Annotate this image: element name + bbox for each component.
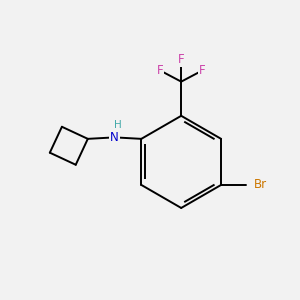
Text: F: F (157, 64, 163, 77)
Text: F: F (199, 64, 206, 77)
Text: H: H (114, 120, 122, 130)
Text: F: F (178, 53, 184, 66)
Text: Br: Br (254, 178, 267, 191)
Text: N: N (110, 131, 119, 144)
